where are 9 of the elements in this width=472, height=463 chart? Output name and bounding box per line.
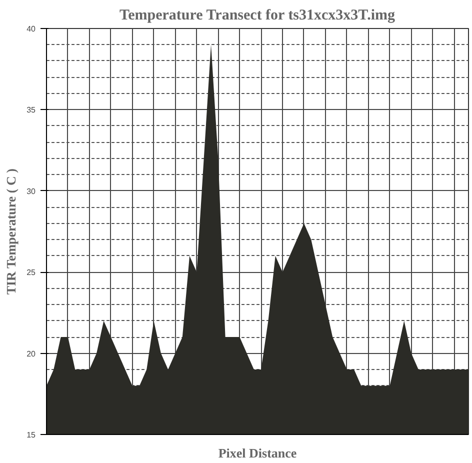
- y-tick-label: 25: [26, 268, 36, 278]
- y-tick-label: 40: [26, 24, 36, 34]
- y-axis-title: TIR Temperature ( C ): [4, 168, 19, 295]
- y-tick-label: 35: [26, 106, 36, 115]
- chart-title: Temperature Transect for ts31xcx3x3T.img: [119, 8, 396, 24]
- y-tick-label: 30: [26, 186, 36, 196]
- y-tick-label: 15: [26, 430, 36, 440]
- y-tick-label: 20: [26, 349, 36, 358]
- x-axis-title: Pixel Distance: [218, 446, 297, 460]
